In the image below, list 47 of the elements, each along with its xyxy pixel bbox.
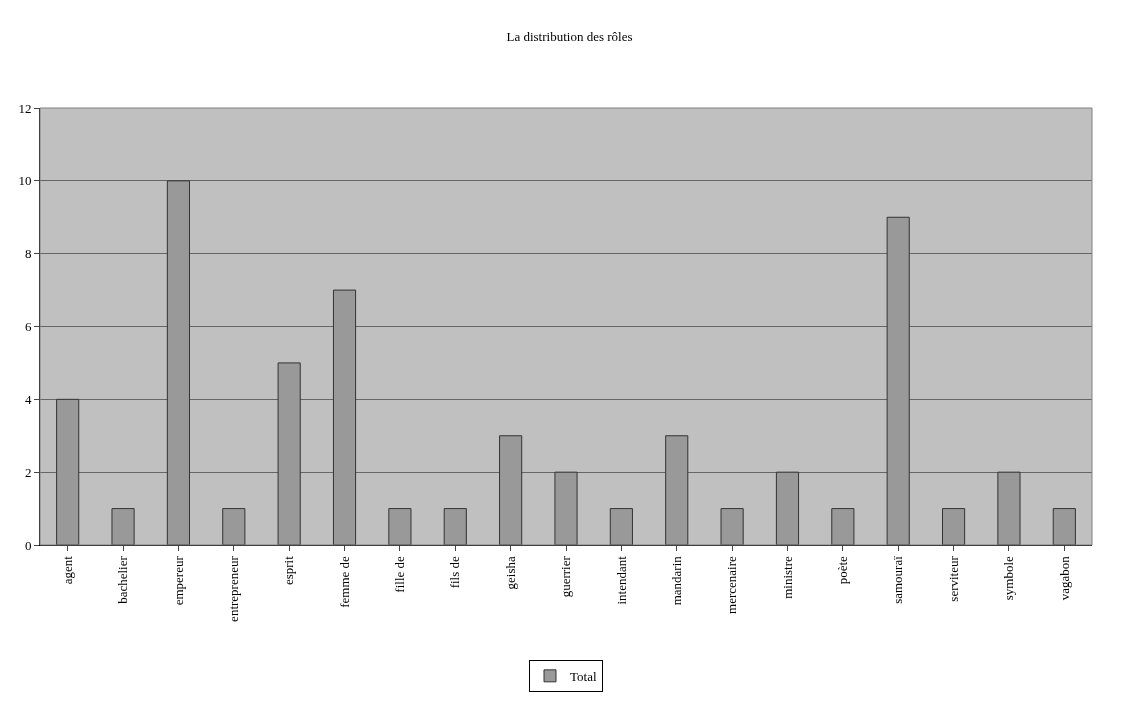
x-tick-label: fils de [447, 555, 463, 589]
y-tick-label: 10 [18, 173, 32, 189]
x-tick-label: samouraï [890, 555, 906, 604]
x-tick-label: agent [59, 555, 75, 585]
bar [277, 362, 301, 545]
bar [831, 508, 855, 545]
x-tick-label: ministre [779, 555, 795, 599]
y-tick-label: 8 [24, 246, 32, 262]
bar [720, 508, 744, 545]
x-tick-label: fille de [392, 555, 408, 593]
x-tick-label: esprit [281, 555, 297, 586]
x-tick-label: symbole [1001, 555, 1017, 601]
bar [443, 508, 467, 545]
y-tick-label: 2 [24, 464, 32, 480]
bar [499, 435, 523, 545]
x-tick-label: empereur [170, 555, 186, 606]
y-tick-label: 12 [18, 100, 32, 116]
chart-title: La distribution des rôles [506, 28, 633, 44]
y-tick-label: 0 [24, 537, 32, 553]
bar [1052, 508, 1076, 545]
x-tick-label: femme de [336, 555, 352, 608]
x-tick-label: poète [835, 555, 851, 585]
bar [886, 216, 910, 545]
bar [609, 508, 633, 545]
bar [111, 508, 135, 545]
x-tick-label: mercenaire [724, 555, 740, 614]
bar [56, 398, 80, 545]
bar [222, 508, 246, 545]
bar [166, 180, 190, 545]
bar [554, 471, 578, 545]
x-tick-label: serviteur [945, 555, 961, 602]
bar [665, 435, 689, 545]
bar [942, 508, 966, 545]
bar [388, 508, 412, 545]
y-tick-label: 6 [24, 319, 32, 335]
x-tick-label: bachelier [115, 555, 131, 604]
bar [775, 471, 800, 545]
x-tick-label: entrepreneur [226, 555, 242, 622]
legend-label: Total [570, 668, 597, 684]
x-tick-label: guerrier [558, 555, 574, 598]
bar [332, 289, 357, 545]
x-tick-label: vagabon [1056, 555, 1072, 601]
x-tick-label: geisha [502, 555, 518, 590]
bar [997, 471, 1021, 545]
x-tick-label: mandarin [668, 555, 684, 606]
y-tick-label: 4 [24, 391, 32, 407]
x-tick-label: intendant [613, 555, 629, 605]
